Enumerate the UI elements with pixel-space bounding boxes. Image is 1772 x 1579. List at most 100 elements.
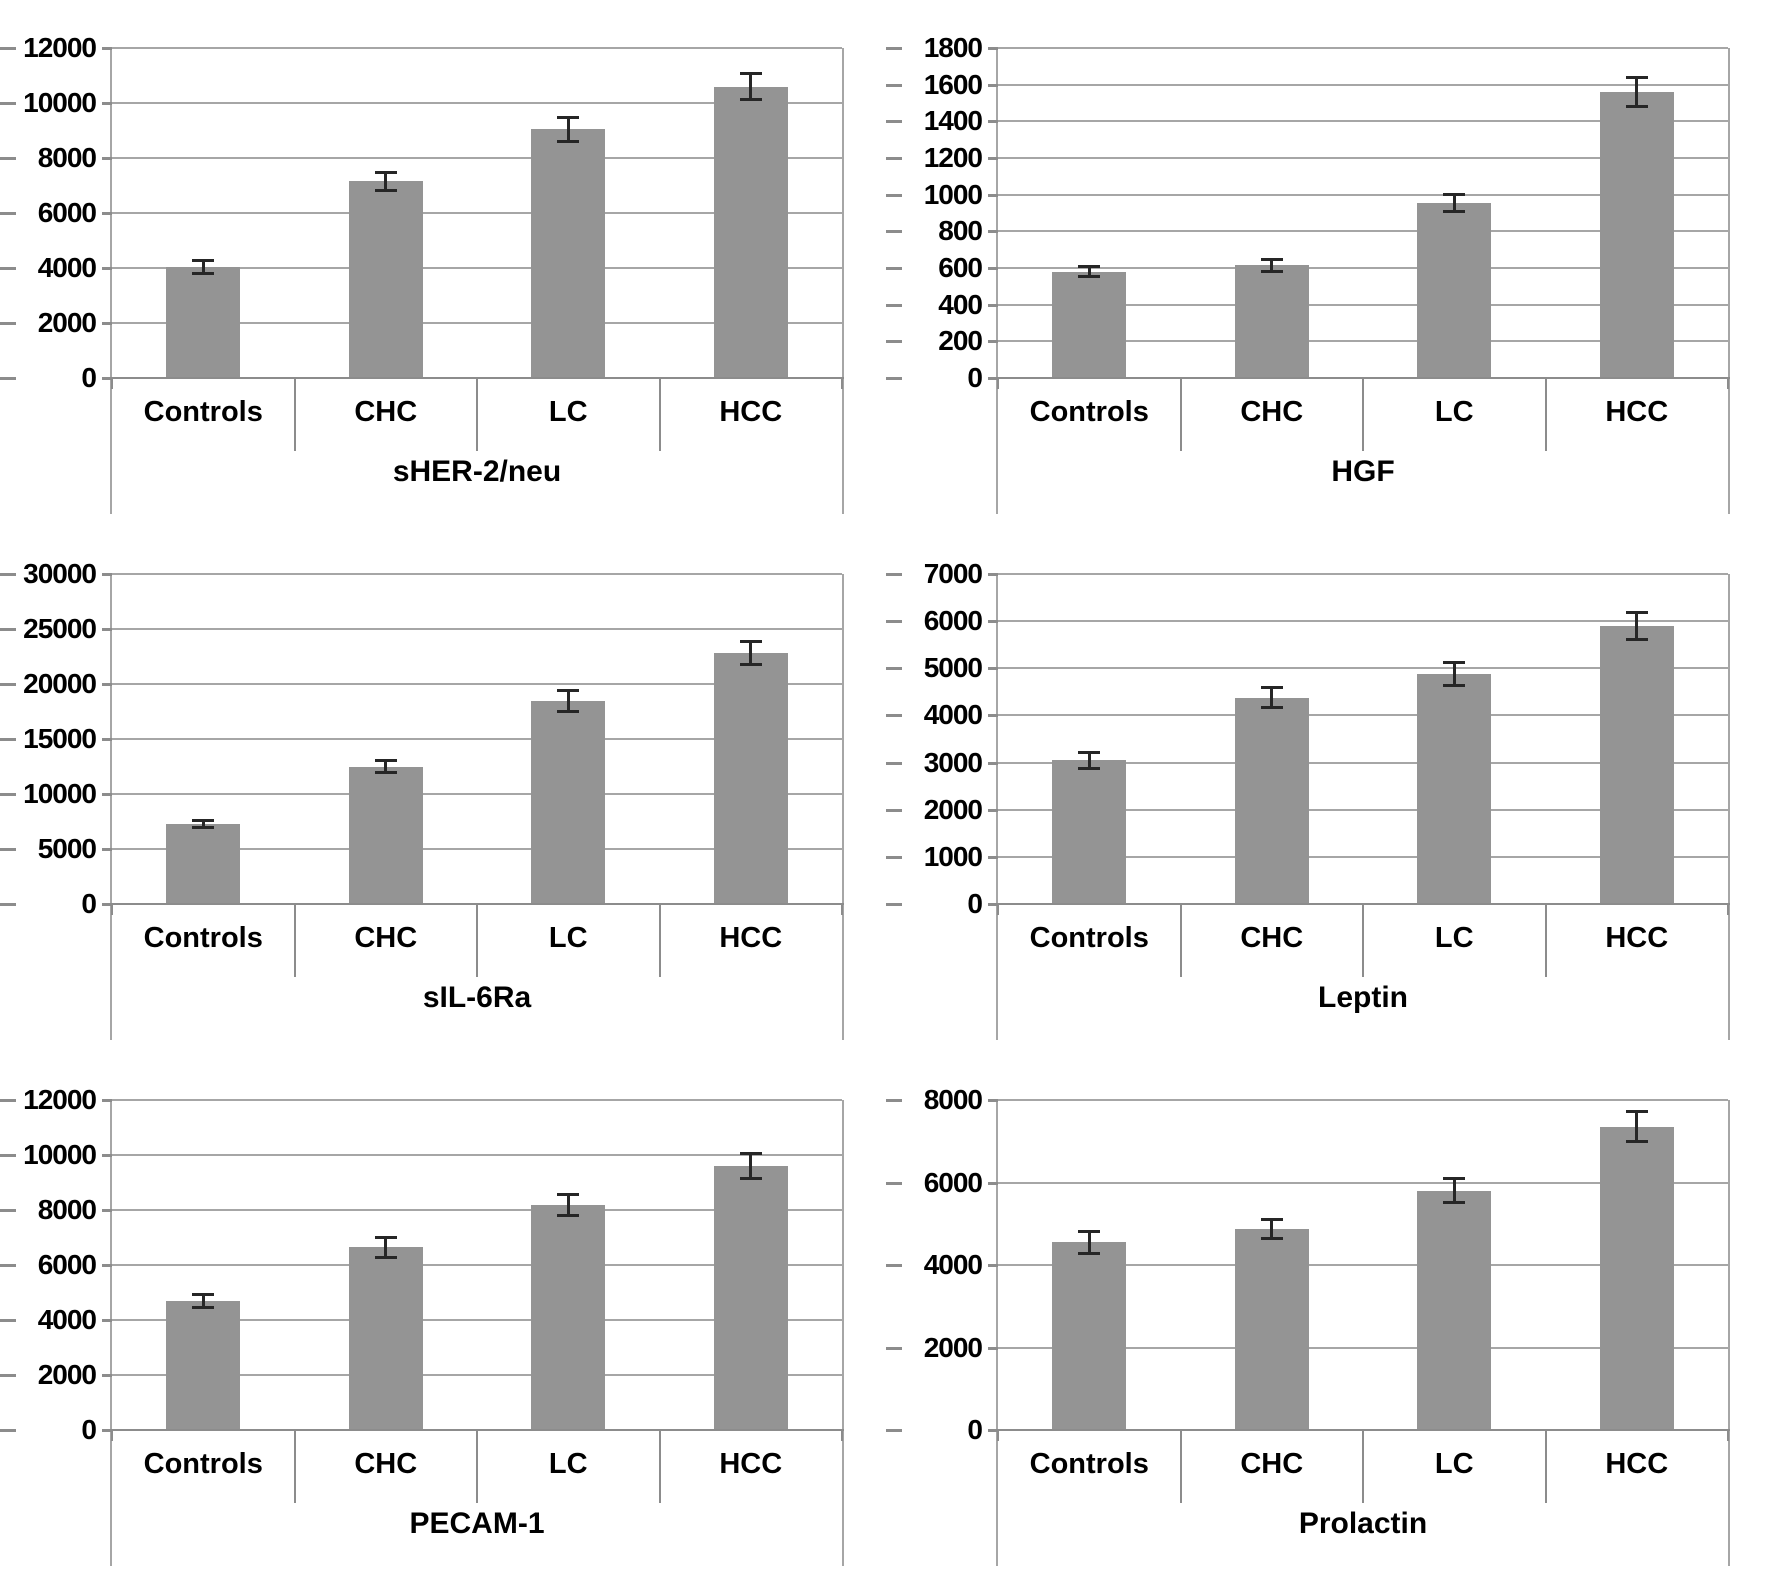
x-category-label: LC <box>548 396 588 428</box>
frame-edge-tick <box>886 47 902 50</box>
y-axis-tick-label: 1600 <box>923 68 983 100</box>
category-separator <box>1362 1431 1364 1503</box>
y-axis-tick <box>988 47 998 50</box>
x-axis-line <box>110 903 844 905</box>
y-axis-line <box>110 1100 112 1566</box>
category-separator <box>293 905 296 977</box>
x-category-label: HCC <box>719 396 783 428</box>
error-bar-cap-top <box>1443 661 1466 665</box>
bar <box>1599 1126 1674 1430</box>
category-separator <box>658 1431 661 1503</box>
chart-title: HGF <box>1331 455 1395 488</box>
y-axis-tick <box>988 267 998 270</box>
error-bar-line <box>1452 193 1456 213</box>
frame-edge-tick <box>886 267 902 270</box>
error-bar-line <box>201 259 205 274</box>
frame-edge-tick <box>0 628 16 631</box>
frame-edge-tick <box>0 903 16 906</box>
y-axis-tick <box>988 761 998 765</box>
frame-edge-tick <box>0 793 16 796</box>
gridline <box>112 683 842 685</box>
y-axis-tick <box>102 1099 112 1102</box>
gridline <box>998 714 1728 717</box>
gridline <box>998 808 1728 811</box>
y-axis-tick-label: 2000 <box>37 1359 97 1390</box>
x-category-label: LC <box>548 922 588 954</box>
frame-edge-tick <box>0 377 16 380</box>
error-bar-cap-top <box>192 818 215 822</box>
gridline <box>998 1264 1728 1266</box>
error-bar-line <box>749 1152 753 1180</box>
frame-edge-tick <box>0 1209 16 1212</box>
frame-edge-tick <box>886 667 902 671</box>
y-axis-tick <box>102 267 112 270</box>
error-bar-cap-bottom <box>1078 766 1101 770</box>
x-category-label: Controls <box>143 396 263 428</box>
error-bar-cap-bottom <box>1625 1140 1648 1144</box>
x-axis-line <box>996 903 1730 905</box>
gridline <box>998 667 1728 670</box>
chart-title: Leptin <box>1318 981 1408 1014</box>
error-bar-cap-bottom <box>374 1255 397 1259</box>
error-bar-line <box>1452 662 1456 686</box>
frame-edge-tick <box>886 714 902 718</box>
error-bar-cap-top <box>1078 750 1101 754</box>
y-axis-tick <box>988 83 998 87</box>
chart-panel: 0 2000 4000 6000 8000 10000 12000 Controls CHC LC… <box>0 0 886 526</box>
error-bar-line <box>201 819 205 828</box>
gridline <box>112 47 842 49</box>
bar <box>348 766 423 904</box>
bar <box>1417 1190 1492 1430</box>
y-axis-tick-label: 8000 <box>923 1084 983 1115</box>
x-axis-tick <box>841 905 843 915</box>
y-axis-line <box>996 574 998 1040</box>
error-bar-cap-top <box>192 1292 215 1296</box>
y-axis-tick-label: 6000 <box>923 1166 983 1198</box>
bar <box>713 1166 788 1430</box>
y-axis-tick-label: 10000 <box>23 1139 97 1170</box>
frame-edge-tick <box>0 1264 16 1267</box>
y-axis-tick <box>102 1264 112 1267</box>
gridline <box>112 848 842 850</box>
bar <box>348 1247 423 1430</box>
bar <box>1052 271 1127 378</box>
error-bar-line <box>384 1236 388 1258</box>
y-axis-tick <box>988 120 998 124</box>
y-axis-tick <box>988 667 998 671</box>
frame-edge-tick <box>886 855 902 859</box>
y-axis-tick <box>988 1429 998 1432</box>
y-axis-tick-label: 20000 <box>23 668 97 699</box>
gridline <box>112 1319 842 1321</box>
y-axis-tick-label: 4000 <box>37 252 97 283</box>
y-axis-tick-label: 200 <box>938 325 983 357</box>
bar <box>531 129 606 378</box>
category-separator <box>1362 905 1364 977</box>
chart-frame-right <box>842 574 844 1040</box>
x-category-label: CHC <box>1240 1448 1304 1480</box>
y-axis-tick-label: 0 <box>967 1414 983 1445</box>
frame-edge-tick <box>0 683 16 686</box>
y-axis-line <box>110 48 112 514</box>
error-bar-cap-bottom <box>1078 275 1101 279</box>
category-separator <box>476 379 478 451</box>
y-axis-tick <box>988 808 998 812</box>
error-bar-cap-bottom <box>1625 104 1648 108</box>
chart-panel: 0 5000 10000 15000 20000 25000 30000 Controls CH… <box>0 526 886 1052</box>
y-axis-tick-label: 600 <box>938 252 983 283</box>
gridline <box>112 267 842 269</box>
category-separator <box>476 905 478 977</box>
chart-title: PECAM-1 <box>409 1507 545 1540</box>
bar <box>531 700 606 904</box>
bar <box>713 653 788 904</box>
error-bar-line <box>1087 266 1091 278</box>
error-bar-cap-bottom <box>1625 638 1648 641</box>
y-axis-tick-label: 7000 <box>923 558 983 589</box>
frame-edge-tick <box>0 212 16 215</box>
y-axis-tick <box>988 1099 998 1102</box>
y-axis-tick-label: 6000 <box>923 605 983 637</box>
y-axis-tick-label: 30000 <box>23 558 97 589</box>
y-axis-tick <box>102 102 112 105</box>
gridline <box>998 47 1728 49</box>
error-bar-cap-bottom <box>1260 269 1283 273</box>
frame-edge-tick <box>886 157 902 160</box>
